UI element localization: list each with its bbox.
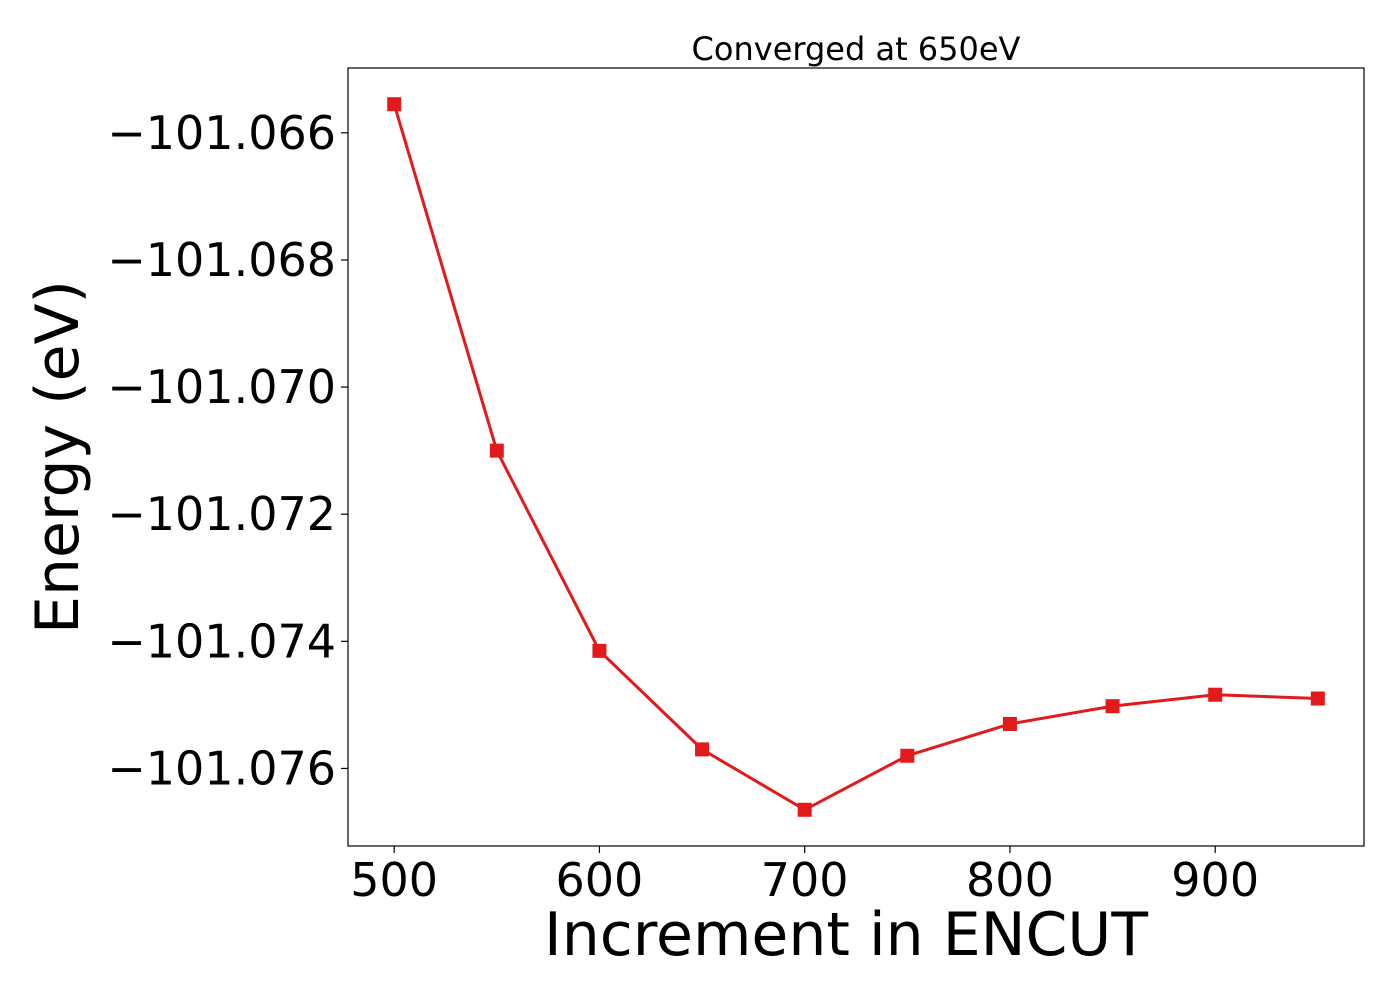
x-axis-label: Increment in ENCUT <box>544 900 1148 970</box>
data-point-marker <box>387 97 402 112</box>
y-axis: −101.066 −101.068 −101.070 −101.072 −101.074… <box>107 106 348 795</box>
y-tick-label: −101.068 <box>107 233 336 287</box>
data-point-marker <box>489 443 504 458</box>
data-point-marker <box>1208 687 1223 702</box>
y-tick-label: −101.072 <box>107 487 336 541</box>
series-line <box>392 103 1318 812</box>
data-point-marker <box>1002 716 1017 731</box>
x-axis: 500 600 700 800 900 <box>350 846 1259 907</box>
y-tick-label: −101.066 <box>107 106 336 160</box>
data-point-marker <box>592 643 607 658</box>
x-tick-label: 800 <box>966 853 1054 907</box>
y-tick-label: −101.076 <box>107 741 336 795</box>
data-point-marker <box>797 802 812 817</box>
x-tick-label: 700 <box>761 853 849 907</box>
data-point-marker <box>1310 691 1325 706</box>
x-tick-label: 900 <box>1171 853 1259 907</box>
y-tick-label: −101.070 <box>107 360 336 414</box>
chart-title: Converged at 650eV <box>692 30 1021 68</box>
data-point-marker <box>1105 699 1120 714</box>
data-point-marker <box>695 742 710 757</box>
x-tick-label: 500 <box>350 853 438 907</box>
series-layer <box>387 97 1325 817</box>
y-axis-label: Energy (eV) <box>23 280 93 634</box>
plot-area <box>347 67 1365 847</box>
data-point-marker <box>900 748 915 763</box>
x-tick-label: 600 <box>556 853 644 907</box>
y-tick-label: −101.074 <box>107 614 336 668</box>
